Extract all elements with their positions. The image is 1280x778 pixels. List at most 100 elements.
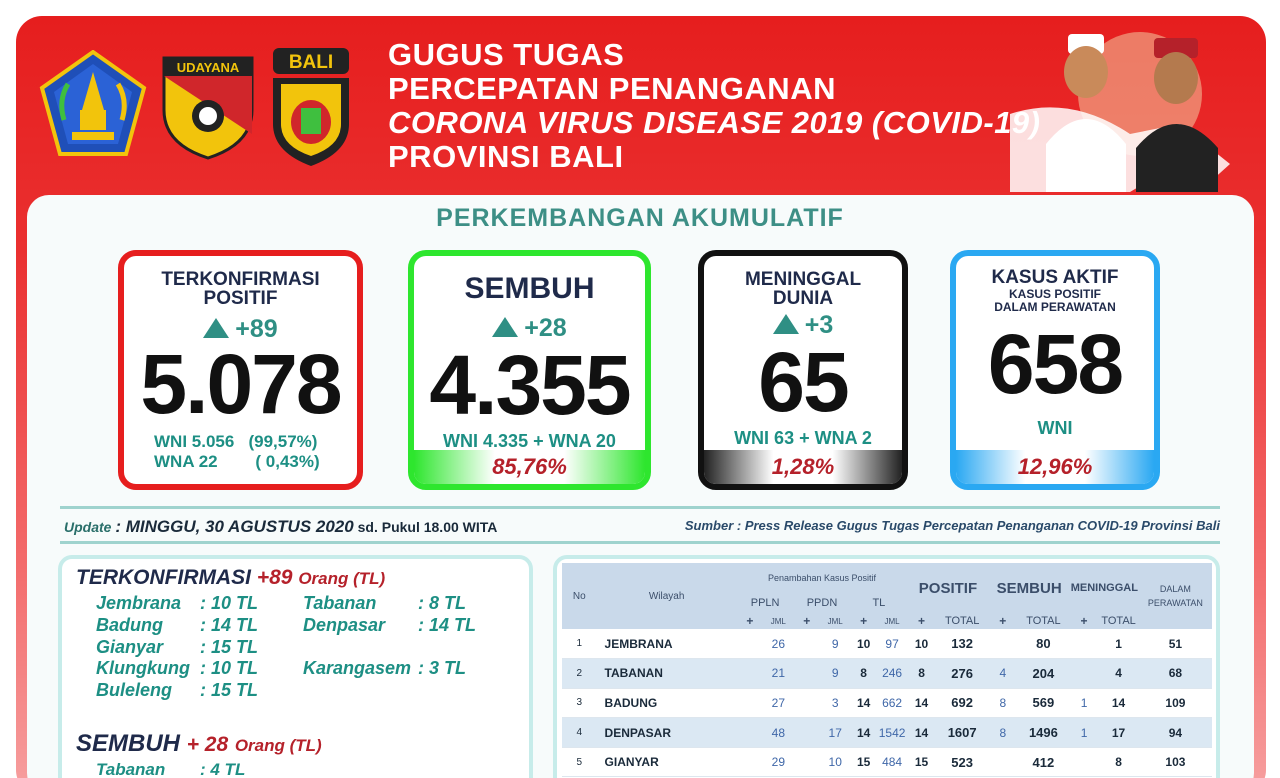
update-date: : MINGGU, 30 AGUSTUS 2020 xyxy=(115,517,354,536)
polda-bali-emblem-icon: BALI xyxy=(273,48,349,166)
bali-text: BALI xyxy=(289,52,333,73)
card-positif-wni-row: WNI 5.056 (99,57%) xyxy=(154,432,320,452)
header: UDAYANA BALI GUGUS TUGAS PERCEPATAN PENA… xyxy=(0,0,1280,195)
card-aktif-subtitle-1: KASUS POSITIF xyxy=(1008,287,1101,301)
up-triangle-icon xyxy=(492,317,519,337)
cell-no: 5 xyxy=(562,747,597,778)
card-aktif-percent: 12,96% xyxy=(956,450,1154,484)
cell-no: 1 xyxy=(562,629,597,660)
cell-tlj: 246 xyxy=(876,658,908,689)
th-dalam: DALAM xyxy=(1159,584,1191,594)
cell-tlj: 97 xyxy=(876,629,908,660)
district-table: No Wilayah Penambahan Kasus Positif POSI… xyxy=(562,563,1212,778)
cell-pd xyxy=(793,629,820,660)
update-time: sd. Pukul 18.00 WITA xyxy=(357,519,498,535)
cell-post: 1607 xyxy=(935,717,989,748)
konfirmasi-label: TERKONFIRMASI xyxy=(76,566,251,589)
cell-no: 3 xyxy=(562,688,597,719)
card-positif-value: 5.078 xyxy=(140,337,342,431)
cell-name: TABANAN xyxy=(596,658,737,689)
card-positif-title-2: POSITIF xyxy=(203,288,278,309)
title-line-1: GUGUS TUGAS xyxy=(388,37,625,72)
card-meninggal-breakdown: WNI 63 + WNA 2 xyxy=(734,428,872,448)
sembuh-unit: Orang (TL) xyxy=(234,736,322,755)
card-aktif-title: KASUS AKTIF xyxy=(991,267,1119,288)
konfirmasi-unit: Orang (TL) xyxy=(298,569,386,588)
cell-pos: 10 xyxy=(907,629,936,660)
cell-ment: 14 xyxy=(1098,688,1139,719)
cell-pos: 14 xyxy=(907,717,936,748)
cell-semt: 80 xyxy=(1017,629,1070,660)
card-aktif-value: 658 xyxy=(987,317,1124,411)
cell-pos: 8 xyxy=(907,658,936,689)
card-meninggal-delta: +3 xyxy=(704,311,902,340)
konfirmasi-heading: TERKONFIRMASI +89 Orang (TL) xyxy=(76,566,385,590)
cell-semt: 412 xyxy=(1017,747,1070,778)
card-terkonfirmasi-positif: TERKONFIRMASI POSITIF +89 5.078 WNI 5.05… xyxy=(118,250,363,490)
konfirmasi-delta: +89 xyxy=(256,566,293,589)
card-sembuh: SEMBUH +28 4.355 WNI 4.335 + WNA 20 85,7… xyxy=(408,250,651,490)
cell-name: BADUNG xyxy=(596,688,737,719)
cell-tlj: 1542 xyxy=(876,717,908,748)
th-plus: + xyxy=(1069,613,1099,629)
th-plus: + xyxy=(793,613,820,629)
card-positif-wni-pct: (99,57%) xyxy=(248,432,318,451)
cell-no: 2 xyxy=(562,658,597,689)
section-title: PERKEMBANGAN AKUMULATIF xyxy=(436,204,844,232)
cell-tl: 8 xyxy=(850,658,877,689)
cell-pd xyxy=(793,717,820,748)
cell-ment: 8 xyxy=(1098,747,1139,778)
cell-dal: 109 xyxy=(1138,688,1212,719)
th-sembuh: SEMBUH xyxy=(988,563,1070,613)
cell-pdj: 9 xyxy=(819,658,851,689)
title-line-4: PROVINSI BALI xyxy=(388,139,624,174)
cell-pp xyxy=(736,747,764,778)
card-aktif-breakdown: WNI xyxy=(1037,418,1073,438)
cell-dal: 103 xyxy=(1138,747,1212,778)
cell-men: 1 xyxy=(1069,717,1099,748)
th-plus: + xyxy=(988,613,1017,629)
cell-ppj: 48 xyxy=(763,717,794,748)
th-penambahan: Penambahan Kasus Positif xyxy=(736,563,908,593)
cell-sem: 8 xyxy=(988,717,1017,748)
update-bar: Update : MINGGU, 30 AGUSTUS 2020 sd. Puk… xyxy=(60,506,1220,544)
cell-ppj: 21 xyxy=(763,658,794,689)
card-meninggal-dunia: MENINGGAL DUNIA +3 65 WNI 63 + WNA 2 1,2… xyxy=(698,250,908,490)
cell-pos: 15 xyxy=(907,747,936,778)
konf-val-6: : 14 TL xyxy=(418,615,477,635)
th-total: TOTAL xyxy=(1017,613,1070,629)
cell-semt: 1496 xyxy=(1017,717,1070,748)
konf-name-3: Klungkung xyxy=(96,658,190,678)
konf-name-2: Gianyar xyxy=(96,637,164,657)
leaders-photo-icon xyxy=(1010,32,1230,192)
header-title: GUGUS TUGAS PERCEPATAN PENANGANAN CORONA… xyxy=(388,38,1041,174)
th-ppdn: PPDN xyxy=(793,593,851,613)
cell-ment: 17 xyxy=(1098,717,1139,748)
cell-tl: 14 xyxy=(850,688,877,719)
cell-dal: 68 xyxy=(1138,658,1212,689)
sembuh-heading: SEMBUH + 28 Orang (TL) xyxy=(76,730,322,758)
sembuh-name-0: Tabanan xyxy=(96,760,166,778)
cell-sem xyxy=(988,629,1017,660)
cell-tlj: 662 xyxy=(876,688,908,719)
sembuh-val-0: : 4 TL xyxy=(200,760,246,778)
cell-men xyxy=(1069,629,1099,660)
konf-val-2: : 15 TL xyxy=(200,637,259,657)
card-positif-wna: WNA 22 xyxy=(154,452,218,471)
card-meninggal-title-1: MENINGGAL xyxy=(744,269,862,290)
card-meninggal-delta-value: +3 xyxy=(804,311,834,339)
cell-name: DENPASAR xyxy=(596,717,737,748)
table-body: 1 JEMBRANA 26 9 10 97 10 132 80 1 51 2 TABANAN 21 9 8 24… xyxy=(562,629,1212,778)
cell-semt: 569 xyxy=(1017,688,1070,719)
update-label: Update xyxy=(64,519,112,535)
card-sembuh-percent: 85,76% xyxy=(414,450,645,484)
cell-pd xyxy=(793,747,820,778)
cell-post: 276 xyxy=(935,658,989,689)
source-info: Sumber : Press Release Gugus Tugas Perce… xyxy=(684,518,1220,533)
card-sembuh-breakdown: WNI 4.335 + WNA 20 xyxy=(443,431,616,451)
cell-pd xyxy=(793,688,820,719)
cell-pp xyxy=(736,658,764,689)
cell-ment: 4 xyxy=(1098,658,1139,689)
th-total: TOTAL xyxy=(935,613,989,629)
cell-men: 1 xyxy=(1069,688,1099,719)
